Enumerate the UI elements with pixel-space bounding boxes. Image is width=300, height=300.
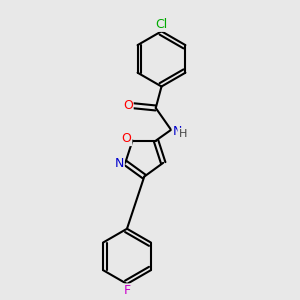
Text: Cl: Cl <box>155 18 168 31</box>
Text: H: H <box>178 129 187 139</box>
Text: O: O <box>122 132 131 145</box>
Text: O: O <box>123 99 133 112</box>
Text: N: N <box>172 125 182 138</box>
Text: N: N <box>115 157 124 170</box>
Text: F: F <box>123 284 130 297</box>
